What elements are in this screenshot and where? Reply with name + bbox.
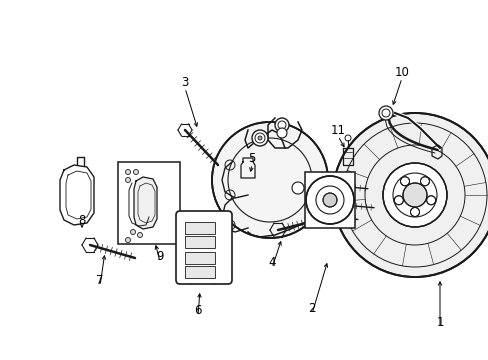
Circle shape <box>125 177 130 183</box>
Circle shape <box>130 230 135 234</box>
Circle shape <box>291 182 304 194</box>
Text: 2: 2 <box>307 302 315 315</box>
Circle shape <box>274 118 288 132</box>
Polygon shape <box>431 145 441 159</box>
Text: 7: 7 <box>96 274 103 287</box>
Circle shape <box>137 233 142 238</box>
Polygon shape <box>134 177 157 229</box>
Circle shape <box>258 136 262 140</box>
Text: 10: 10 <box>394 66 408 78</box>
Text: 6: 6 <box>194 303 202 316</box>
Bar <box>118 162 180 244</box>
Circle shape <box>426 196 435 205</box>
Circle shape <box>400 177 408 186</box>
Circle shape <box>212 122 327 238</box>
Circle shape <box>393 196 403 205</box>
Circle shape <box>402 183 426 207</box>
Text: 11: 11 <box>330 123 345 136</box>
Bar <box>184 222 215 234</box>
Circle shape <box>251 130 267 146</box>
FancyBboxPatch shape <box>176 211 231 284</box>
Text: 4: 4 <box>268 256 275 269</box>
Circle shape <box>133 170 138 175</box>
Bar <box>184 266 215 278</box>
Circle shape <box>125 238 130 243</box>
Bar <box>305 172 354 228</box>
Text: 8: 8 <box>78 213 85 226</box>
Circle shape <box>332 113 488 277</box>
Bar <box>184 236 215 248</box>
Circle shape <box>420 177 428 186</box>
Bar <box>184 252 215 264</box>
Circle shape <box>382 163 446 227</box>
Circle shape <box>305 176 353 224</box>
Text: 9: 9 <box>156 249 163 262</box>
Circle shape <box>323 193 336 207</box>
Circle shape <box>378 106 392 120</box>
Circle shape <box>409 207 419 216</box>
Circle shape <box>125 170 130 175</box>
Polygon shape <box>60 165 94 225</box>
Text: 3: 3 <box>181 76 188 89</box>
Circle shape <box>276 128 286 138</box>
Text: 1: 1 <box>435 315 443 328</box>
Text: 5: 5 <box>248 152 255 165</box>
